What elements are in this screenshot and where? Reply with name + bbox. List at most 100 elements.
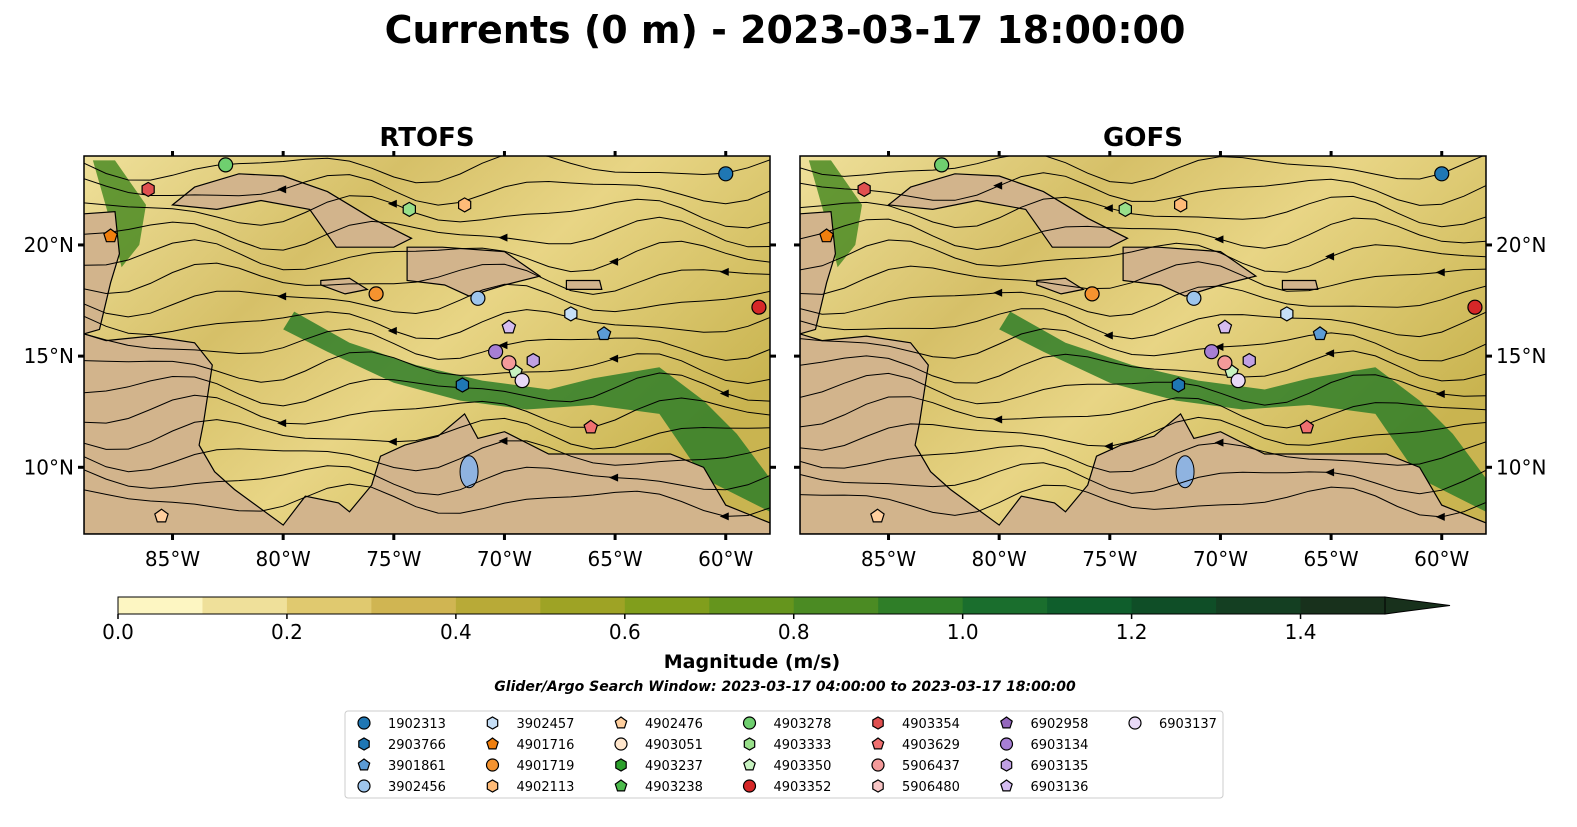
legend-label: 2903766 [388, 738, 446, 753]
legend-marker-4903237 [615, 758, 627, 772]
rtofs-flow-arrow [609, 257, 619, 266]
legend-item-6903137: 6903137 [1128, 716, 1217, 732]
rtofs-float-1902313 [718, 166, 734, 182]
rtofs-streamline [84, 283, 770, 318]
legend-item-4902113: 4902113 [486, 779, 574, 795]
legend-item-3902456: 3902456 [357, 779, 446, 795]
colorbar-bin [1047, 597, 1133, 614]
gofs-float-4903278 [934, 157, 950, 173]
colorbar-outline [117, 596, 1386, 615]
colorbar-tick-label: 1.4 [1285, 620, 1317, 644]
legend-marker-4903352 [742, 779, 757, 793]
colorbar-tick-label: 0.0 [102, 620, 134, 644]
rtofs-streamlines [84, 156, 770, 521]
legend-item-6903134: 6903134 [999, 737, 1089, 753]
gofs-float-6903137 [1230, 372, 1246, 389]
rtofs-x-tick-label: 85°W [145, 547, 200, 571]
rtofs-float-3901861 [596, 326, 612, 341]
legend-label: 5906437 [902, 759, 960, 774]
rtofs-float-4903278 [218, 157, 234, 173]
rtofs-flow-arrow [719, 389, 729, 398]
gofs-streamline [800, 441, 1486, 473]
gofs-streamline [800, 195, 1486, 229]
legend-label: 4903278 [774, 717, 832, 732]
rtofs-x-ticks: 85°W 80°W 75°W 70°W 65°W 60°W [145, 151, 754, 571]
legend-label: 4903333 [774, 738, 832, 753]
gofs-flow-arrow [993, 415, 1003, 424]
colorbar-extend-arrow [1384, 596, 1451, 615]
rtofs-y-tick-label: 10°N [24, 455, 74, 479]
legend-marker-4903051 [614, 737, 628, 751]
gofs-streamline [800, 239, 1486, 273]
rtofs-float-6903136 [501, 319, 517, 334]
legend-item-4903354: 4903354 [872, 716, 960, 732]
colorbar-label: Magnitude (m/s) [664, 651, 841, 673]
legend-label: 4903352 [774, 780, 832, 795]
legend-label: 6903135 [1031, 759, 1089, 774]
legend-marker-6902958 [1000, 716, 1013, 729]
legend-item-1902313: 1902313 [357, 716, 446, 732]
legend-marker-4903238 [614, 779, 628, 792]
legend-item-4903051: 4903051 [614, 737, 703, 753]
legend-item-4901716: 4901716 [486, 737, 574, 753]
gofs-panel: GOFS 85°W 80°W 75°W 70°W 65°W 60°W 10°N 15°N 20… [794, 123, 1546, 571]
colorbar-tick-label: 0.2 [271, 620, 303, 644]
rtofs-streamline [84, 440, 770, 473]
rtofs-flow-arrow [719, 512, 729, 521]
rtofs-streamline [84, 372, 770, 407]
gofs-streamline [800, 484, 1486, 518]
gofs-float-2903766 [1171, 377, 1186, 393]
rtofs-flow-arrow [498, 436, 508, 445]
gofs-streamline [800, 156, 1484, 184]
gofs-y-tick-label: 15°N [1496, 344, 1546, 368]
gofs-floats [819, 157, 1483, 523]
gofs-float-5906437 [1217, 355, 1233, 371]
gofs-streamline [800, 462, 1486, 495]
colorbar-bin [1216, 597, 1302, 614]
legend-item-4902476: 4902476 [614, 716, 703, 732]
gofs-flow-arrow [1103, 331, 1113, 340]
legend-label: 4901719 [517, 759, 575, 774]
rtofs-streamline [84, 483, 770, 517]
gofs-flow-arrow [1435, 268, 1445, 277]
rtofs-flow-arrow [387, 199, 397, 208]
legend-item-4903278: 4903278 [742, 716, 832, 732]
rtofs-panel: RTOFS 85°W 80°W 75°W 70°W 65°W 60°W 10°N 15°N 2… [24, 123, 776, 571]
rtofs-floats [103, 157, 767, 523]
gofs-x-tick-label: 60°W [1414, 547, 1469, 571]
legend-marker-4901716 [486, 737, 499, 750]
gofs-landmass [1281, 279, 1319, 290]
gofs-streamline [800, 261, 1486, 295]
gofs-flow-arrow [993, 288, 1003, 297]
rtofs-float-4902476 [154, 508, 169, 523]
gofs-flow-arrow [1325, 349, 1335, 358]
gofs-flow-arrow [1214, 235, 1224, 244]
gofs-flow-arrow [1325, 468, 1335, 477]
gofs-float-4903352 [1467, 299, 1483, 315]
legend-item-6903136: 6903136 [1000, 779, 1088, 795]
colorbar-bin [878, 597, 964, 614]
legend-label: 6903137 [1159, 717, 1217, 732]
gofs-x-tick-label: 65°W [1303, 547, 1358, 571]
gofs-flow-arrow [1103, 204, 1113, 213]
legend-marker-5906437 [871, 758, 885, 772]
legend-marker-4902476 [614, 716, 628, 729]
rtofs-float-4903629 [583, 419, 599, 434]
rtofs-float-3902457 [564, 306, 578, 322]
rtofs-flow-arrow [277, 292, 287, 301]
rtofs-x-tick-label: 80°W [256, 547, 311, 571]
rtofs-x-tick-label: 75°W [366, 547, 421, 571]
legend-marker-4903354 [872, 716, 884, 730]
colorbar-bins [117, 596, 1451, 615]
gofs-float-6903136 [1217, 319, 1233, 334]
gofs-streamline [800, 308, 1486, 340]
legend-label: 3901861 [388, 759, 446, 774]
rtofs-streamline [84, 174, 770, 206]
gofs-flow-arrow [1325, 252, 1335, 261]
legend-label: 6903134 [1031, 738, 1089, 753]
rtofs-streamline [84, 195, 770, 229]
rtofs-streamline [84, 239, 770, 273]
rtofs-landmass [565, 279, 603, 290]
rtofs-landmass [320, 277, 369, 295]
